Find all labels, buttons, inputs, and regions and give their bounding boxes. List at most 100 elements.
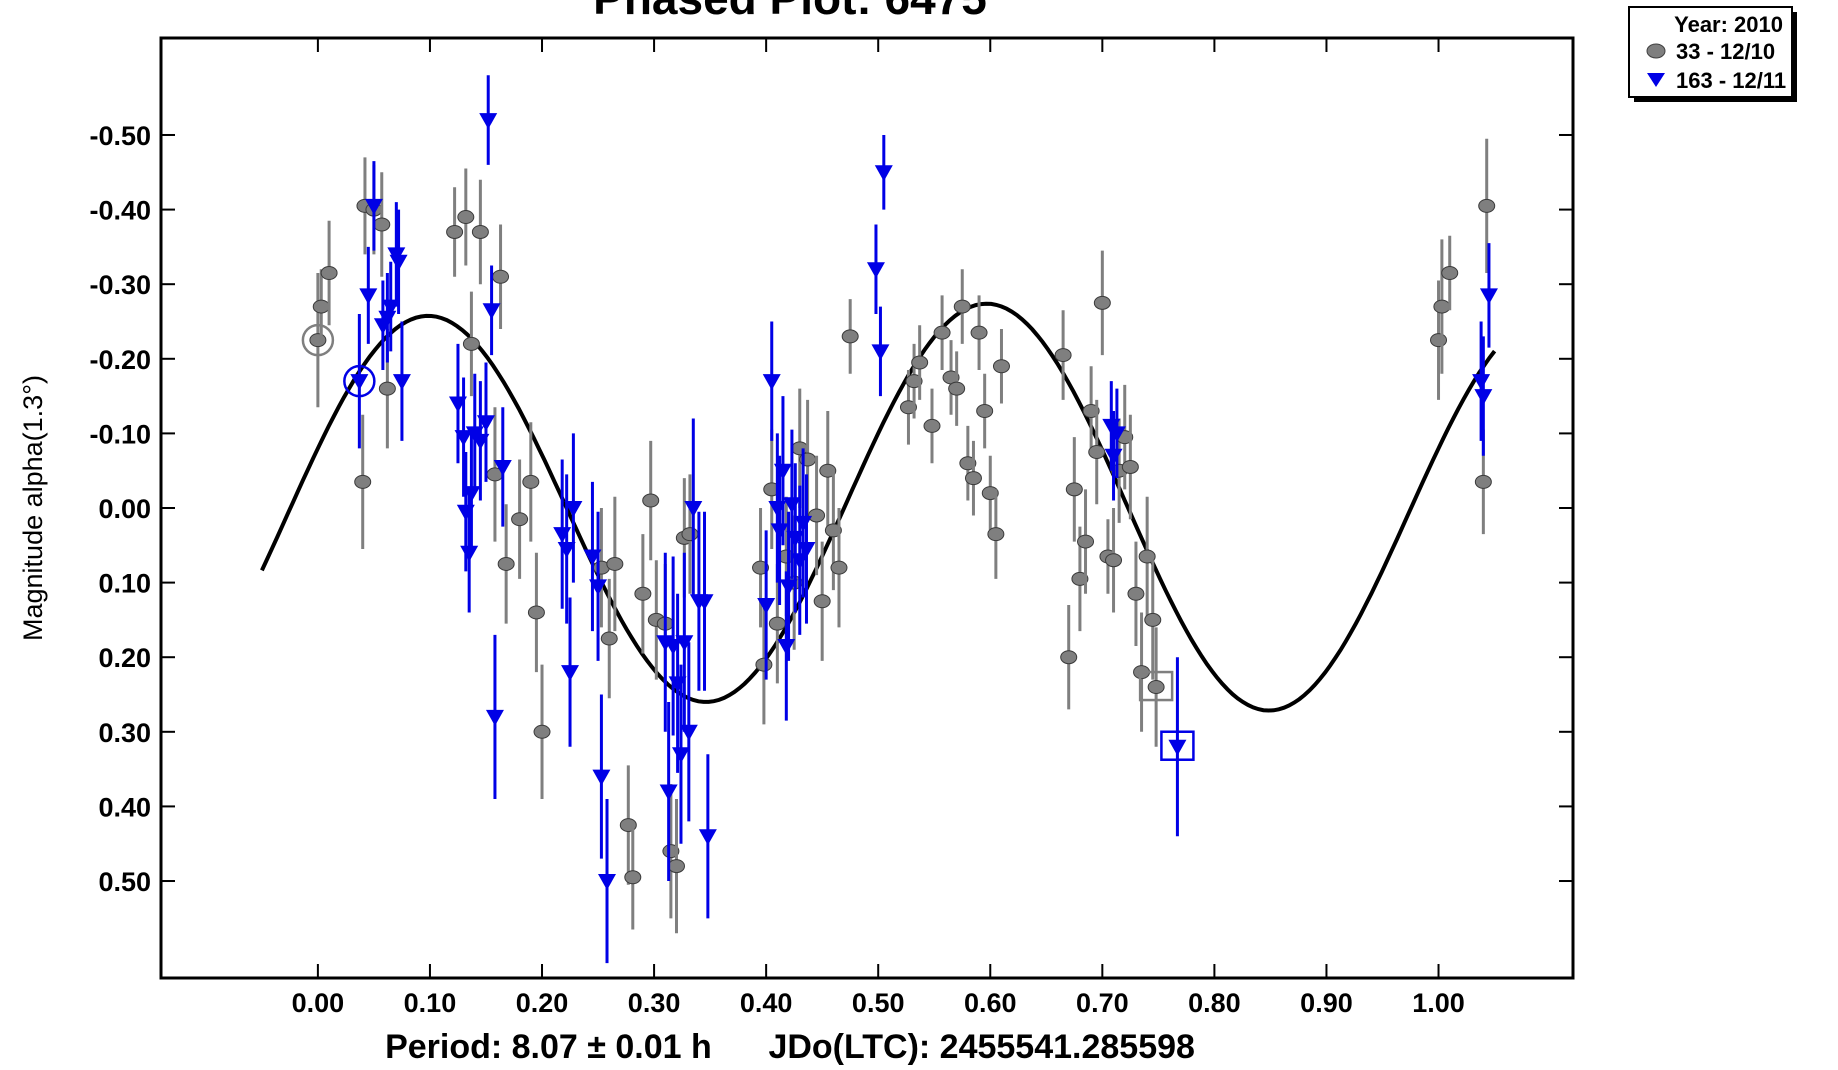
- data-point-circle: [1147, 680, 1165, 695]
- x-tick-label: 0.90: [1300, 988, 1353, 1018]
- data-point-circle: [987, 527, 1005, 542]
- x-tick-label: 0.30: [628, 988, 681, 1018]
- data-point-circle: [1144, 612, 1162, 627]
- y-tick-label: -0.20: [89, 345, 151, 375]
- y-tick-label: -0.10: [89, 419, 151, 449]
- data-point-circle: [1433, 299, 1451, 314]
- x-tick-label: 0.80: [1188, 988, 1241, 1018]
- data-point-triangle: [592, 769, 611, 786]
- data-point-triangle: [557, 542, 576, 559]
- data-point-circle: [1054, 348, 1072, 363]
- data-point-triangle: [779, 579, 798, 596]
- data-point-circle: [953, 299, 971, 314]
- data-point-circle: [511, 512, 529, 527]
- data-point-triangle: [392, 374, 411, 391]
- data-point-triangle: [762, 374, 781, 391]
- data-point-triangle: [1107, 426, 1126, 443]
- x-tick-label: 0.20: [516, 988, 569, 1018]
- data-point-circle: [527, 605, 545, 620]
- data-point-circle: [309, 333, 327, 348]
- data-point-triangle: [777, 639, 796, 656]
- data-point-triangle: [1479, 288, 1498, 305]
- data-point-triangle: [659, 784, 678, 801]
- data-point-triangle: [561, 665, 580, 682]
- y-tick-label: 0.20: [98, 643, 151, 673]
- data-point-triangle: [773, 463, 792, 480]
- legend-entry-series-2: 163 - 12/11: [1676, 68, 1786, 93]
- data-point-circle: [992, 359, 1010, 374]
- data-point-circle: [1430, 333, 1448, 348]
- data-point-circle: [320, 266, 338, 280]
- data-point-circle: [959, 456, 977, 471]
- data-point-circle: [981, 486, 999, 501]
- data-point-triangle: [698, 829, 717, 846]
- data-point-circle: [899, 400, 917, 415]
- data-point-triangle: [454, 430, 473, 447]
- data-point-triangle: [598, 874, 617, 891]
- axis-ticks: 0.00 0.10 0.20 0.30 0.40 0.50 0.60 0.70 0.80 0.90…: [89, 38, 1573, 1018]
- data-point-circle: [808, 508, 826, 523]
- data-point-triangle: [1168, 739, 1187, 756]
- data-point-circle: [457, 210, 475, 225]
- x-tick-label: 1.00: [1412, 988, 1465, 1018]
- y-tick-label: -0.30: [89, 270, 151, 300]
- data-point-circle: [923, 418, 941, 433]
- data-point-circle: [662, 844, 680, 859]
- last-point-marker: [1138, 670, 1174, 702]
- data-point-triangle: [485, 709, 504, 726]
- data-point-circle: [1121, 459, 1139, 474]
- data-point-circle: [1474, 474, 1492, 489]
- x-tick-label: 0.40: [740, 988, 793, 1018]
- data-point-circle: [768, 616, 786, 631]
- fit-curve: [260, 301, 1497, 713]
- data-point-triangle: [871, 344, 890, 361]
- data-point-circle: [667, 859, 685, 874]
- data-point-circle: [1071, 571, 1089, 586]
- x-tick-label: 0.10: [404, 988, 457, 1018]
- data-point-triangle: [695, 594, 714, 611]
- y-tick-label: 0.00: [98, 494, 151, 524]
- data-point-circle: [1478, 198, 1496, 213]
- x-tick-label: 0.00: [292, 988, 345, 1018]
- data-point-circle: [634, 586, 652, 601]
- y-tick-label: -0.40: [89, 196, 151, 226]
- series-163-layer: [343, 75, 1498, 964]
- data-point-triangle: [359, 288, 378, 305]
- data-point-circle: [948, 381, 966, 396]
- chart-title: Phased Plot: 6475: [593, 0, 987, 24]
- data-point-circle: [446, 224, 464, 239]
- data-point-circle: [1138, 549, 1156, 564]
- data-point-triangle: [479, 113, 498, 130]
- data-point-circle: [606, 556, 624, 571]
- data-point-circle: [970, 325, 988, 340]
- data-point-circle: [1077, 534, 1095, 549]
- legend-title: Year: 2010: [1674, 12, 1783, 37]
- x-tick-label: 0.60: [964, 988, 1017, 1018]
- data-point-circle: [1082, 404, 1100, 419]
- data-point-triangle: [684, 501, 703, 517]
- first-point-marker: [343, 364, 376, 398]
- y-tick-label: 0.30: [98, 718, 151, 748]
- data-point-circle: [824, 523, 842, 538]
- last-point-marker: [1160, 730, 1195, 761]
- data-point-circle: [1127, 586, 1145, 601]
- data-point-circle: [624, 870, 642, 885]
- data-point-circle: [819, 463, 837, 478]
- data-point-circle: [1060, 650, 1078, 665]
- data-point-circle: [911, 355, 929, 370]
- legend: Year: 2010 33 - 12/10 163 - 12/11: [1628, 6, 1797, 102]
- data-point-circle: [1105, 553, 1123, 568]
- data-point-triangle: [797, 542, 816, 559]
- y-tick-label: 0.10: [98, 569, 151, 599]
- y-tick-label: 0.50: [98, 867, 151, 897]
- data-point-circle: [1088, 445, 1106, 460]
- data-point-circle: [642, 493, 660, 508]
- data-point-triangle: [482, 303, 501, 320]
- data-point-circle: [813, 594, 831, 609]
- legend-marker-triangle: [1647, 73, 1665, 87]
- series-33-layer: [301, 138, 1496, 934]
- data-point-circle: [1441, 266, 1459, 280]
- data-point-circle: [905, 374, 923, 389]
- data-point-triangle: [675, 635, 694, 652]
